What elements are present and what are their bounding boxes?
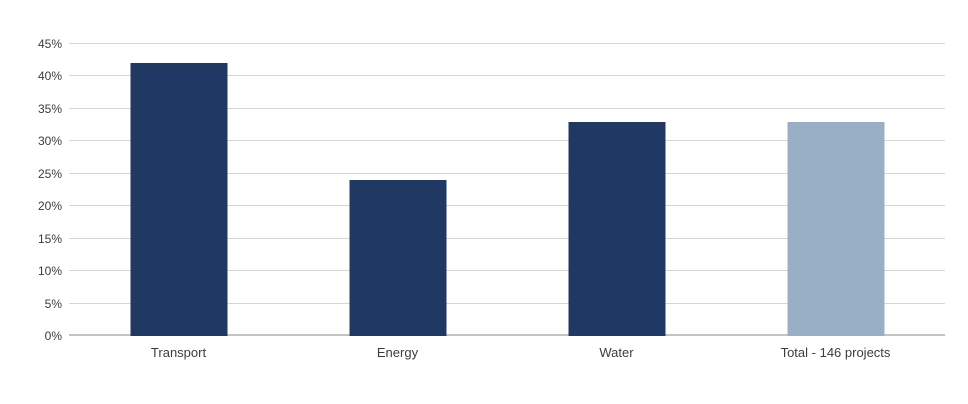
y-tick-label: 45% — [37, 37, 62, 51]
y-tick-label: 10% — [37, 264, 62, 279]
x-axis-baseline — [69, 334, 945, 336]
y-tick-label: 35% — [37, 101, 62, 116]
bar — [130, 63, 227, 336]
gridline — [69, 270, 945, 272]
x-axis: Transport Energy Water Total - 146 projects — [69, 344, 945, 362]
x-category-label: Water — [599, 345, 634, 360]
y-tick-label: 5% — [44, 296, 62, 311]
y-tick-label: 20% — [37, 199, 62, 214]
gridline — [69, 107, 945, 109]
bar — [787, 121, 884, 336]
x-category-label: Energy — [376, 345, 419, 360]
y-tick-label: 0% — [44, 329, 62, 343]
bar — [349, 180, 446, 336]
x-category-label: Transport — [150, 345, 207, 360]
gridline — [69, 43, 945, 44]
gridline — [69, 237, 945, 239]
gridline — [69, 75, 945, 77]
gridline — [69, 205, 945, 207]
bars-layer — [69, 44, 945, 336]
x-category-label: Total - 146 projects — [780, 345, 891, 360]
y-tick-label: 25% — [37, 166, 62, 181]
gridline — [69, 302, 945, 304]
y-tick-label: 40% — [37, 69, 62, 84]
y-tick-label: 30% — [37, 134, 62, 149]
bar-slot — [507, 44, 726, 336]
bar-slot — [288, 44, 507, 336]
gridline — [69, 172, 945, 174]
bar — [568, 121, 665, 336]
gridline — [69, 140, 945, 142]
bar-slot — [726, 44, 945, 336]
plot-area — [69, 43, 945, 336]
bar-slot — [69, 44, 288, 336]
y-tick-label: 15% — [37, 231, 62, 246]
y-axis: 0% 5% 10% 15% 20% 25% 30% 35% 40% 45% — [0, 37, 62, 343]
